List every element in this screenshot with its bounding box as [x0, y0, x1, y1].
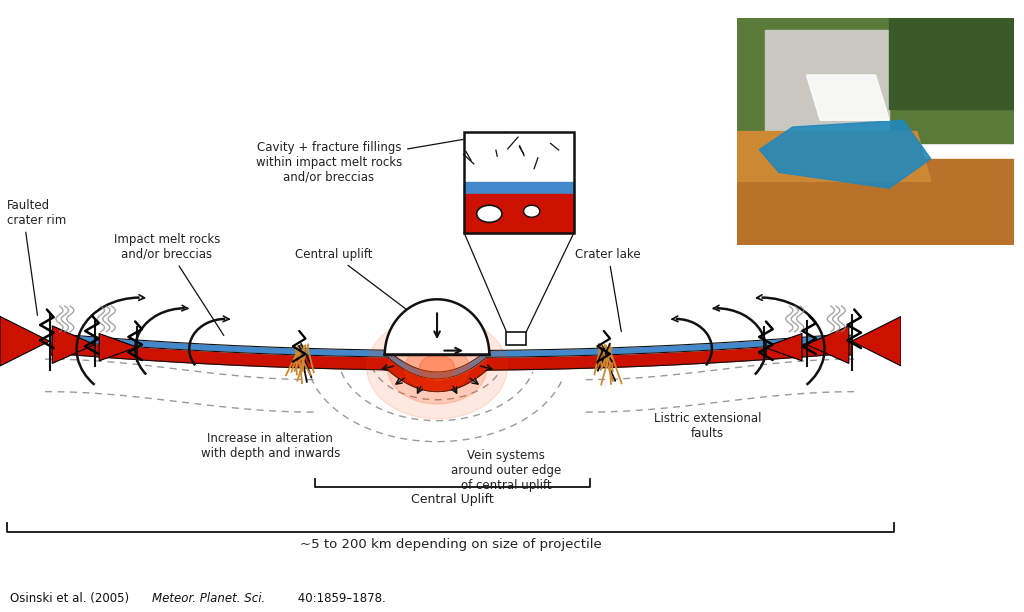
Polygon shape: [760, 120, 931, 188]
Text: ~5 to 200 km depending on size of projectile: ~5 to 200 km depending on size of projec…: [300, 538, 601, 551]
Polygon shape: [807, 326, 849, 364]
Polygon shape: [765, 29, 889, 132]
Polygon shape: [807, 75, 889, 120]
Bar: [464, 132, 574, 233]
Text: 40:1859–1878.: 40:1859–1878.: [294, 592, 386, 605]
Bar: [507, 332, 526, 345]
Text: Central uplift: Central uplift: [295, 248, 408, 310]
Ellipse shape: [420, 355, 455, 381]
Text: Osinski et al. (2005): Osinski et al. (2005): [10, 592, 133, 605]
Ellipse shape: [404, 344, 469, 391]
Text: Faulted
crater rim: Faulted crater rim: [7, 199, 67, 315]
Polygon shape: [737, 132, 931, 181]
Text: Listric extensional
faults: Listric extensional faults: [653, 412, 761, 440]
Polygon shape: [464, 194, 574, 233]
Polygon shape: [52, 326, 94, 364]
Text: Increase in alteration
with depth and inwards: Increase in alteration with depth and in…: [201, 432, 340, 460]
Polygon shape: [385, 299, 489, 355]
Polygon shape: [764, 334, 802, 361]
Polygon shape: [889, 18, 1014, 109]
Polygon shape: [0, 316, 49, 366]
Ellipse shape: [367, 316, 507, 419]
Polygon shape: [737, 159, 1014, 245]
Polygon shape: [737, 18, 1014, 143]
Text: Vein systems
around outer edge
of central uplift: Vein systems around outer edge of centra…: [452, 449, 561, 492]
Polygon shape: [464, 132, 574, 184]
Text: Crater lake: Crater lake: [575, 248, 641, 332]
Text: Cavity + fracture fillings
within impact melt rocks
and/or breccias: Cavity + fracture fillings within impact…: [256, 132, 505, 184]
Polygon shape: [464, 182, 574, 196]
Polygon shape: [852, 316, 901, 366]
Ellipse shape: [387, 331, 486, 404]
Text: Impact melt rocks
and/or breccias: Impact melt rocks and/or breccias: [114, 233, 224, 335]
Polygon shape: [99, 334, 137, 361]
Ellipse shape: [477, 205, 502, 222]
Ellipse shape: [523, 205, 540, 217]
Text: Central Uplift: Central Uplift: [412, 493, 495, 506]
Text: Meteor. Planet. Sci.: Meteor. Planet. Sci.: [152, 592, 265, 605]
